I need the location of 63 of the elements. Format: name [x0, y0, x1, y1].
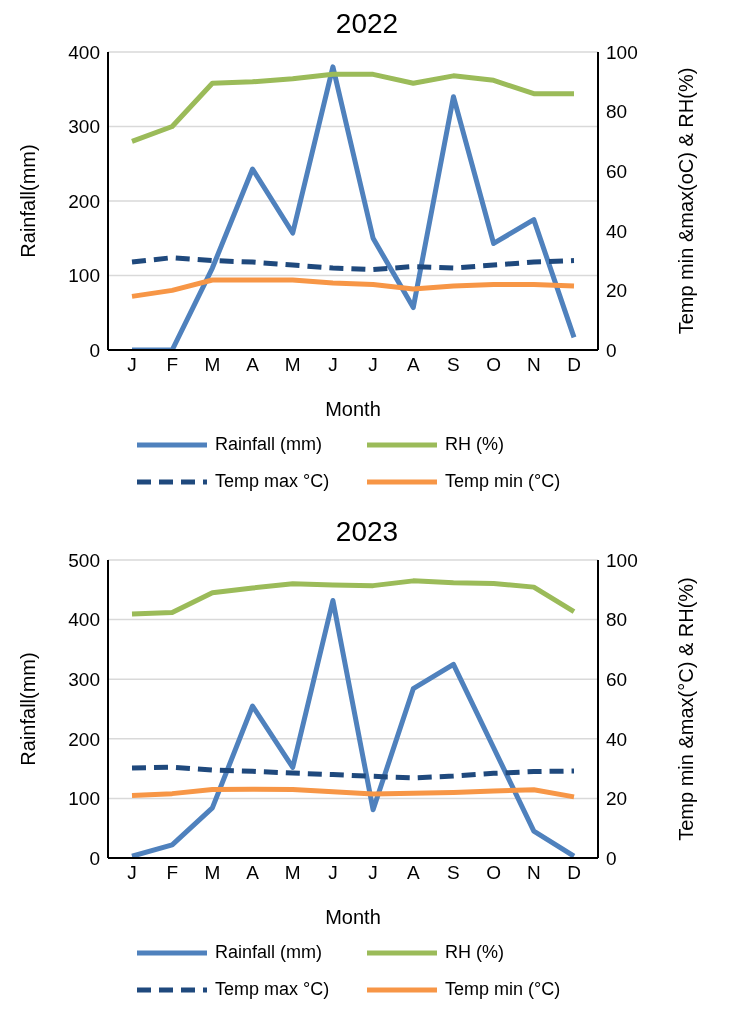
legend-label: RH (%) — [445, 942, 504, 963]
x-tick-label: J — [328, 862, 338, 884]
legend-label: Temp min (°C) — [445, 979, 561, 1000]
y2-axis-title: Temp min &max(oC) & RH(%) — [675, 67, 698, 335]
y-tick-label: 200 — [68, 728, 100, 750]
x-tick-label: F — [166, 354, 178, 376]
y2-tick-label: 60 — [606, 668, 628, 690]
y2-tick-label: 0 — [606, 847, 617, 869]
y2-tick-label: 20 — [606, 280, 628, 302]
x-tick-label: A — [246, 862, 260, 884]
y2-tick-label: 80 — [606, 609, 628, 631]
y2-tick-label: 100 — [606, 41, 638, 63]
x-tick-label: J — [328, 354, 338, 376]
y-tick-label: 400 — [68, 609, 100, 631]
x-tick-label: O — [486, 862, 502, 884]
y2-tick-label: 40 — [606, 220, 628, 242]
legend-label: Temp max °C) — [215, 471, 330, 492]
x-tick-label: S — [447, 354, 460, 376]
y2-tick-label: 100 — [606, 549, 638, 571]
y-tick-label: 100 — [68, 788, 100, 810]
legend-label: RH (%) — [445, 434, 504, 455]
x-tick-label: M — [204, 862, 221, 884]
y-tick-label: 400 — [68, 41, 100, 63]
y2-tick-label: 40 — [606, 728, 628, 750]
x-tick-label: N — [526, 862, 541, 884]
chart-title: 2023 — [334, 516, 400, 548]
y2-tick-label: 20 — [606, 788, 628, 810]
legend-label: Temp min (°C) — [445, 471, 561, 492]
y-axis-title: Rainfall(mm) — [17, 652, 40, 766]
y-tick-label: 0 — [89, 847, 100, 869]
x-axis-title: Month — [325, 398, 381, 420]
y-tick-label: 200 — [68, 190, 100, 212]
x-tick-label: A — [246, 354, 260, 376]
y2-tick-label: 0 — [606, 339, 617, 361]
x-tick-label: J — [127, 354, 137, 376]
x-tick-label: N — [526, 354, 541, 376]
x-tick-label: J — [368, 862, 378, 884]
x-axis-title: Month — [325, 906, 381, 928]
y-tick-label: 300 — [68, 116, 100, 138]
legend-label: Rainfall (mm) — [215, 434, 323, 455]
y-tick-label: 300 — [68, 668, 100, 690]
x-tick-label: O — [486, 354, 502, 376]
x-tick-label: F — [166, 862, 178, 884]
x-tick-label: M — [204, 354, 221, 376]
chart-title: 2022 — [334, 8, 400, 40]
y-axis-title: Rainfall(mm) — [17, 144, 40, 258]
x-tick-label: S — [447, 862, 460, 884]
y-tick-label: 100 — [68, 265, 100, 287]
y-tick-label: 500 — [68, 549, 100, 571]
legend-label: Temp max °C) — [215, 979, 330, 1000]
x-tick-label: A — [406, 354, 420, 376]
y-tick-label: 0 — [89, 339, 100, 361]
x-tick-label: M — [284, 354, 301, 376]
x-tick-label: D — [567, 354, 581, 376]
x-tick-label: D — [567, 862, 581, 884]
x-tick-label: J — [368, 354, 378, 376]
x-tick-label: A — [406, 862, 420, 884]
y2-tick-label: 60 — [606, 160, 628, 182]
y2-tick-label: 80 — [606, 101, 628, 123]
legend-label: Rainfall (mm) — [215, 942, 323, 963]
y2-axis-title: Temp min &max(°C) & RH(%) — [675, 577, 698, 841]
x-tick-label: J — [127, 862, 137, 884]
x-tick-label: M — [284, 862, 301, 884]
